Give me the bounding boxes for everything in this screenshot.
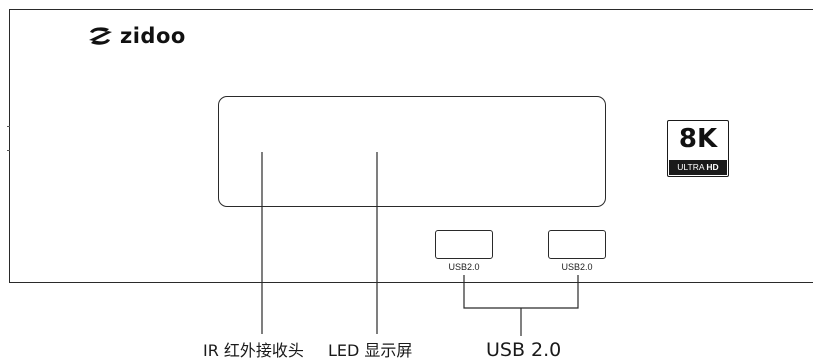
led-display-window [218,96,606,207]
badge-sub-text: ULTRA [677,162,707,172]
edge-tick [7,126,10,127]
8k-ultra-hd-badge: 8K ULTRA HD [667,120,729,177]
ir-receiver-label: IR 红外接收头 [203,341,304,360]
led-display-label: LED 显示屏 [328,341,413,360]
usb-port-right-label: USB2.0 [561,262,593,272]
badge-main-text: 8K [678,124,718,154]
usb-port-left-label: USB2.0 [448,262,480,272]
zidoo-logo-icon [89,27,112,45]
usb-port-left [435,230,493,259]
brand-name: zidoo [120,23,186,48]
badge-sub-bar: ULTRA HD [669,160,727,175]
usb-callout-label: USB 2.0 [486,339,562,361]
front-panel [9,9,813,283]
usb-bracket-line [463,275,579,309]
badge-sub-bold-text: HD [706,162,719,172]
brand-logo: zidoo [86,22,186,50]
usb-port-right [548,230,606,259]
edge-tick [7,150,10,151]
